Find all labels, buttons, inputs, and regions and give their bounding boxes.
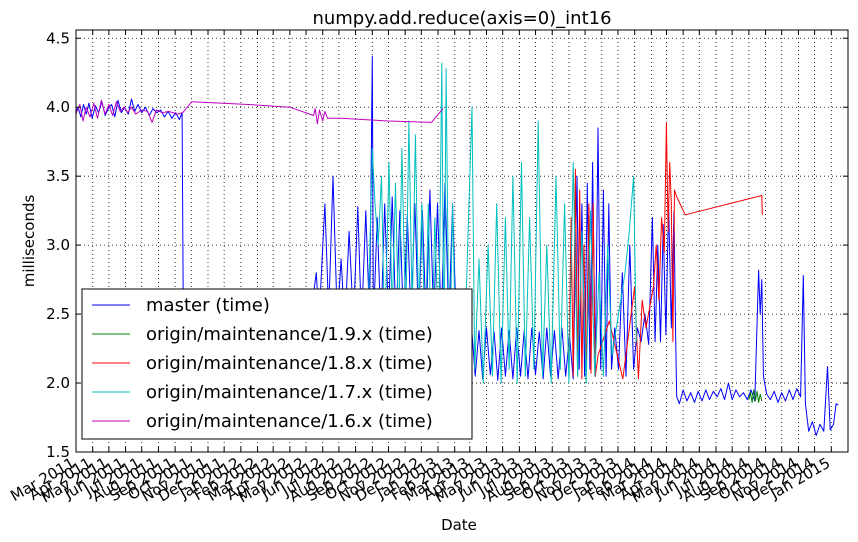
- y-tick-labels: 1.5 2.0 2.5 3.0 3.5 4.0 4.5: [46, 29, 70, 461]
- legend-box: [81, 288, 473, 440]
- legend-label-0: master (time): [146, 295, 270, 316]
- x-axis-title: Date: [441, 516, 477, 534]
- series-line-2: [568, 121, 763, 380]
- y-tick-label-4: 3.5: [46, 167, 70, 185]
- plot-frame: [75, 29, 849, 453]
- y-tick-label-0: 1.5: [46, 443, 70, 461]
- legend-label-4: origin/maintenance/1.6.x (time): [146, 411, 433, 432]
- y-tick-label-5: 4.0: [46, 98, 70, 116]
- chart-title: numpy.add.reduce(axis=0)_int16: [312, 8, 611, 29]
- series-line-1: [748, 389, 763, 403]
- y-axis-title: milliseconds: [20, 195, 38, 288]
- legend: master (time) origin/maintenance/1.9.x (t…: [81, 288, 473, 440]
- legend-label-2: origin/maintenance/1.8.x (time): [146, 353, 433, 374]
- y-tick-label-3: 3.0: [46, 236, 70, 254]
- y-tick-label-2: 2.5: [46, 305, 70, 323]
- y-tick-label-6: 4.5: [46, 29, 70, 47]
- series-line-3: [368, 62, 637, 384]
- y-tick-label-1: 2.0: [46, 374, 70, 392]
- series-line-4: [75, 99, 444, 125]
- legend-label-3: origin/maintenance/1.7.x (time): [146, 382, 433, 403]
- legend-label-1: origin/maintenance/1.9.x (time): [146, 324, 433, 345]
